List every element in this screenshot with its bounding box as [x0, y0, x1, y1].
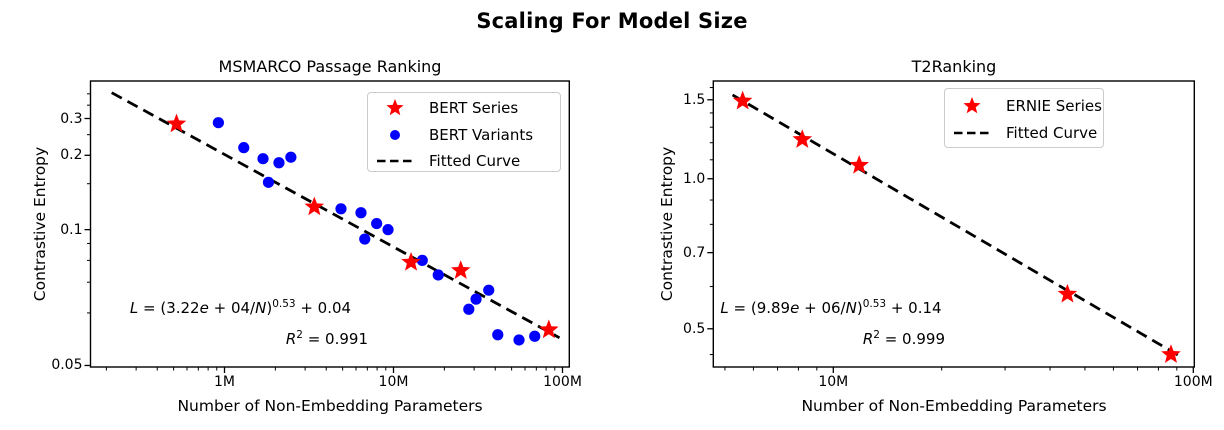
x-tick-label-left: 1M [214, 374, 235, 390]
x-axis-label-right: Number of Non-Embedding Parameters [801, 397, 1107, 415]
subplot-title-msmarco: MSMARCO Passage Ranking [218, 57, 442, 76]
data-point-circle [212, 117, 224, 129]
legend-label: ERNIE Series [1006, 97, 1102, 116]
x-tick-label-left: 10M [378, 374, 409, 390]
data-point-star [1057, 283, 1078, 303]
data-point-circle [371, 217, 383, 230]
fit-equation-left-r2: R2 = 0.991 [285, 329, 368, 348]
y-tick-label-left: 0.2 [60, 147, 83, 164]
plot-frame-right [712, 80, 1195, 368]
legend-left: BERT Series BERT Variants Fitted Curve [367, 92, 561, 172]
legend-entry: Fitted Curve [368, 148, 560, 174]
data-point-circle [470, 293, 482, 305]
fitted-curve-left [111, 91, 561, 340]
dash-line-legend-icon [368, 150, 422, 172]
data-point-circle [529, 330, 541, 342]
legend-entry: Fitted Curve [945, 120, 1103, 147]
fit-equation-right: L = (9.89e + 06/N)0.53 + 0.14 R2 = 0.999 [717, 295, 945, 349]
data-point-star [1161, 344, 1181, 363]
plot-frame-left [89, 80, 570, 368]
legend-label: Fitted Curve [1006, 123, 1098, 142]
legend-entry: ERNIE Series [945, 93, 1103, 120]
legend-label: BERT Series [429, 99, 519, 118]
data-point-circle [273, 157, 285, 169]
data-point-circle [492, 329, 504, 341]
figure-title: Scaling For Model Size [476, 9, 748, 33]
data-point-circle [257, 153, 269, 165]
x-tick-label-right: 10M [818, 374, 849, 390]
x-tick-label-right: 100M [1173, 374, 1213, 390]
legend-right: ERNIE Series Fitted Curve [944, 88, 1104, 148]
data-point-circle [285, 151, 297, 163]
data-point-circle [335, 203, 347, 215]
legend-label: Fitted Curve [429, 151, 521, 170]
data-point-circle [238, 142, 250, 154]
data-point-star [401, 252, 421, 271]
y-tick-label-right: 0.5 [683, 320, 706, 337]
star-legend-icon [945, 95, 999, 117]
y-tick-label-left: 0.05 [51, 357, 83, 374]
y-tick-label-left: 0.3 [60, 110, 83, 127]
circle-legend-icon [368, 124, 422, 146]
dash-line-legend-icon [945, 122, 999, 144]
fit-equation-left: L = (3.22e + 04/N)0.53 + 0.04 R2 = 0.991 [113, 295, 368, 349]
data-point-circle [382, 224, 394, 236]
y-tick-label-right: 1.5 [683, 91, 706, 108]
fit-equation-left-line1: L = (3.22e + 04/N)0.53 + 0.04 [129, 298, 352, 317]
data-point-circle [262, 176, 275, 188]
star-legend-icon [368, 97, 422, 119]
y-tick-label-left: 0.1 [60, 221, 83, 238]
data-point-circle [416, 254, 428, 266]
data-point-circle [432, 269, 444, 281]
fit-equation-right-line1: L = (9.89e + 06/N)0.53 + 0.14 [720, 298, 942, 317]
data-point-circle [463, 303, 475, 315]
data-point-circle [359, 233, 371, 245]
x-axis-label-left: Number of Non-Embedding Parameters [177, 397, 483, 415]
data-point-star [539, 319, 559, 339]
data-point-star [792, 129, 813, 148]
x-tick-label-left: 100M [543, 374, 582, 390]
data-point-star [304, 196, 325, 216]
fit-equation-right-r2: R2 = 0.999 [862, 329, 945, 348]
y-tick-label-right: 1.0 [683, 170, 706, 187]
data-point-star [450, 260, 471, 279]
data-point-star [166, 113, 187, 133]
data-point-star [732, 90, 753, 110]
legend-label: BERT Variants [429, 125, 534, 144]
data-point-circle [513, 334, 525, 346]
data-point-star [849, 154, 869, 174]
legend-entry: BERT Variants [368, 121, 560, 147]
fitted-curve-right [731, 93, 1183, 359]
subplot-title-t2ranking: T2Ranking [911, 57, 997, 76]
data-point-circle [355, 207, 367, 219]
data-point-circle [483, 284, 495, 296]
y-tick-label-right: 0.7 [683, 244, 706, 261]
legend-entry: BERT Series [368, 95, 560, 121]
